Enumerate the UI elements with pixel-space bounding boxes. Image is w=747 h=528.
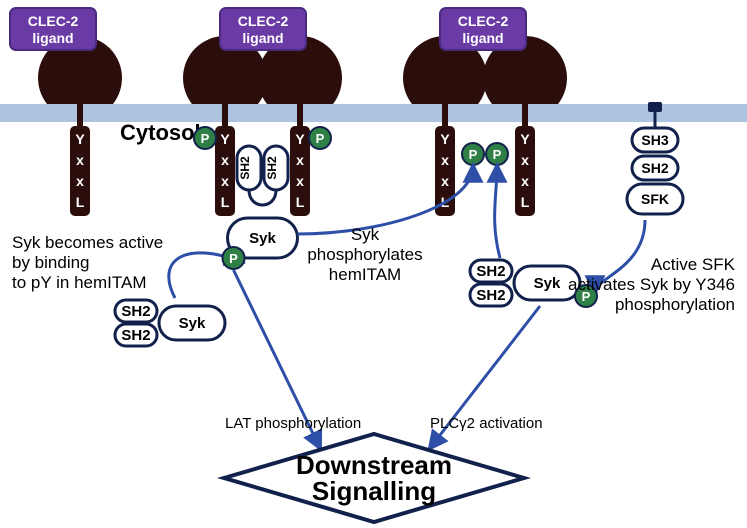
syk-body-label: Syk	[534, 275, 561, 292]
svg-text:P: P	[316, 131, 325, 146]
sfk-anchor	[648, 102, 662, 112]
svg-text:P: P	[493, 147, 502, 162]
hemitam-residue: x	[76, 173, 84, 189]
downstream-label: Signalling	[312, 476, 436, 506]
phospho-badge: P	[462, 143, 484, 165]
sh2-domain-label: SH2	[238, 156, 252, 180]
hemitam-residue: L	[521, 194, 530, 210]
phospho-badge: P	[194, 127, 216, 149]
note-text: phosphorylation	[615, 295, 735, 314]
note-text: Syk becomes active	[12, 233, 163, 252]
hemitam-residue: Y	[440, 131, 450, 147]
svg-text:P: P	[469, 147, 478, 162]
sfk-domain-label: SH3	[641, 132, 668, 148]
sh2-domain-label: SH2	[476, 263, 505, 280]
sfk-domain-label: SFK	[641, 191, 669, 207]
phospho-badge: P	[309, 127, 331, 149]
phospho-badge: P	[486, 143, 508, 165]
note-text: to pY in hemITAM	[12, 273, 146, 292]
ligand-label: CLEC-2	[238, 13, 289, 29]
sfk-domain-label: SH2	[641, 160, 668, 176]
hemitam-residue: x	[296, 173, 304, 189]
ligand-label: ligand	[242, 30, 283, 46]
note-text: Syk	[351, 225, 380, 244]
hemitam-residue: Y	[220, 131, 230, 147]
hemitam-residue: x	[441, 173, 449, 189]
hemitam-residue: x	[221, 152, 229, 168]
hemitam-residue: x	[221, 173, 229, 189]
ligand-label: CLEC-2	[458, 13, 509, 29]
hemitam-residue: x	[521, 152, 529, 168]
lat-label: LAT phosphorylation	[225, 415, 361, 432]
plc-label: PLCγ2 activation	[430, 415, 543, 432]
sh2-domain-label: SH2	[476, 287, 505, 304]
hemitam-residue: L	[221, 194, 230, 210]
syk-body-label: Syk	[179, 315, 206, 332]
note-text: hemITAM	[329, 265, 401, 284]
hemitam-residue: Y	[75, 131, 85, 147]
hemitam-residue: L	[296, 194, 305, 210]
hemitam-residue: Y	[520, 131, 530, 147]
cytosol-label: Cytosol	[120, 120, 201, 145]
ligand-label: ligand	[32, 30, 73, 46]
hemitam-residue: Y	[295, 131, 305, 147]
ligand-label: ligand	[462, 30, 503, 46]
hemitam-residue: x	[76, 152, 84, 168]
clec2-ligand: CLEC-2ligand	[220, 8, 306, 50]
membrane	[0, 104, 747, 122]
svg-text:P: P	[229, 251, 238, 266]
clec2-ligand: CLEC-2ligand	[440, 8, 526, 50]
hemitam-residue: L	[76, 194, 85, 210]
sh2-domain-label: SH2	[121, 327, 150, 344]
note-text: activates Syk by Y346	[568, 275, 735, 294]
clec2-ligand: CLEC-2ligand	[10, 8, 96, 50]
note-text: by binding	[12, 253, 90, 272]
note-text: phosphorylates	[307, 245, 422, 264]
phospho-badge: P	[223, 247, 245, 269]
sh2-domain-label: SH2	[121, 303, 150, 320]
ligand-label: CLEC-2	[28, 13, 79, 29]
syk-body-label: Syk	[249, 230, 276, 247]
hemitam-residue: x	[296, 152, 304, 168]
hemitam-residue: x	[521, 173, 529, 189]
svg-text:P: P	[201, 131, 210, 146]
hemitam-residue: x	[441, 152, 449, 168]
sh2-domain-label: SH2	[265, 156, 279, 180]
note-text: Active SFK	[651, 255, 736, 274]
